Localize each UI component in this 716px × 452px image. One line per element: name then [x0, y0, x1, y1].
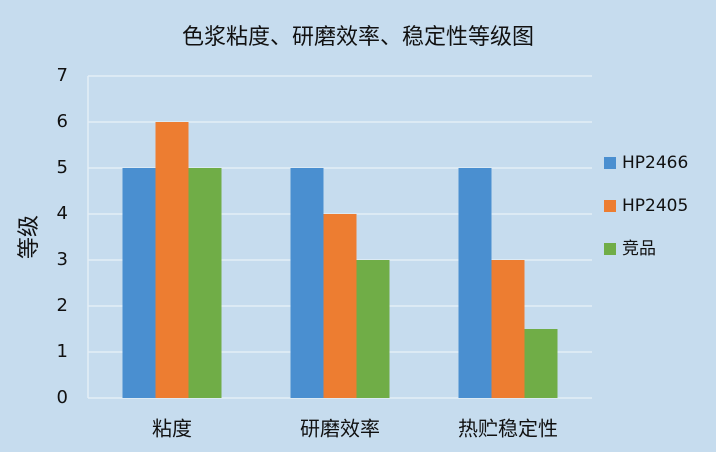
legend-swatch — [604, 200, 616, 212]
y-tick-label: 4 — [57, 203, 68, 224]
bar — [491, 260, 525, 398]
y-tick-label: 2 — [57, 295, 68, 316]
bar — [290, 168, 324, 398]
y-tick-label: 3 — [57, 249, 68, 270]
x-tick-label: 热贮稳定性 — [458, 417, 558, 441]
x-tick-label: 粘度 — [152, 417, 192, 441]
x-tick-label: 研磨效率 — [300, 417, 380, 441]
bar — [122, 168, 156, 398]
bar — [458, 168, 492, 398]
legend-label: 竞品 — [622, 239, 656, 259]
y-tick-label: 5 — [57, 157, 68, 178]
y-tick-label: 6 — [57, 111, 68, 132]
y-tick-label: 1 — [57, 341, 68, 362]
bar — [188, 168, 222, 398]
legend-label: HP2466 — [622, 153, 688, 173]
legend-swatch — [604, 157, 616, 169]
bar — [323, 214, 357, 398]
chart-title: 色浆粘度、研磨效率、稳定性等级图 — [182, 25, 534, 50]
y-tick-label: 7 — [57, 65, 68, 86]
bar — [356, 260, 390, 398]
bar — [524, 329, 558, 398]
legend-label: HP2405 — [622, 196, 688, 216]
bar — [155, 122, 189, 398]
y-tick-label: 0 — [57, 387, 68, 408]
y-axis-label: 等级 — [17, 215, 42, 259]
legend-swatch — [604, 243, 616, 255]
